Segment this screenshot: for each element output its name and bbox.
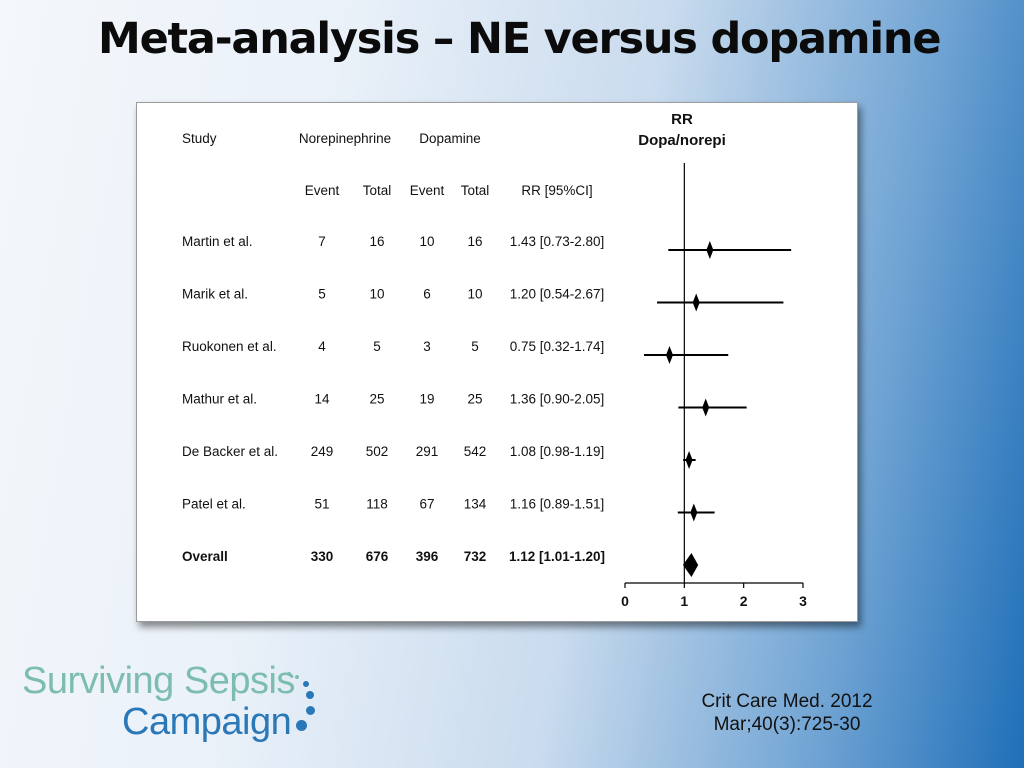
ne-event-count: 249 <box>311 444 334 459</box>
dopa-total-count: 134 <box>464 497 487 512</box>
rr-ci-value: 1.12 [1.01-1.20] <box>509 549 605 564</box>
dopa-total-count: 16 <box>467 234 482 249</box>
header-study: Study <box>182 131 217 146</box>
ne-event-count: 5 <box>318 287 326 302</box>
dopa-event-count: 6 <box>423 287 431 302</box>
header-dopamine: Dopamine <box>419 131 481 146</box>
point-estimate-marker <box>702 398 710 417</box>
forest-plot-figure: Study Norepinephrine Dopamine Event Tota… <box>136 102 858 622</box>
slide-title: Meta-analysis – NE versus dopamine <box>98 14 941 64</box>
point-estimate-marker <box>690 503 698 522</box>
study-name: Patel et al. <box>182 497 246 512</box>
ne-total-count: 676 <box>366 549 389 564</box>
dopa-total-count: 5 <box>471 339 479 354</box>
study-name: Mathur et al. <box>182 392 257 407</box>
ne-event-count: 51 <box>314 497 329 512</box>
study-name: Overall <box>182 549 228 564</box>
header-ne-total: Total <box>363 183 392 198</box>
ne-total-count: 118 <box>366 497 388 512</box>
point-estimate-marker <box>666 346 673 364</box>
rr-ci-value: 1.16 [0.89-1.51] <box>510 497 605 512</box>
rr-ci-value: 1.20 [0.54-2.67] <box>510 287 605 302</box>
ne-total-count: 502 <box>366 444 389 459</box>
point-estimate-marker <box>692 293 700 312</box>
x-tick-label: 2 <box>740 593 748 609</box>
point-estimate-marker <box>706 241 714 259</box>
logo-dot <box>303 681 309 687</box>
study-name: Marik et al. <box>182 287 248 302</box>
dopa-event-count: 67 <box>419 497 434 512</box>
header-dopa-total: Total <box>461 183 490 198</box>
ne-total-count: 16 <box>369 234 384 249</box>
dopa-total-count: 542 <box>464 444 487 459</box>
surviving-sepsis-logo: Surviving Sepsis Campaign <box>22 660 332 750</box>
ne-total-count: 10 <box>369 287 384 302</box>
study-name: Martin et al. <box>182 234 253 249</box>
dopa-event-count: 291 <box>416 444 439 459</box>
logo-dot <box>287 672 291 676</box>
dopa-total-count: 25 <box>467 392 482 407</box>
ne-event-count: 7 <box>318 234 326 249</box>
logo-text-line1: Surviving Sepsis <box>22 660 295 702</box>
overall-diamond <box>682 553 699 577</box>
header-norepinephrine: Norepinephrine <box>299 131 391 146</box>
dopa-event-count: 10 <box>419 234 434 249</box>
dopa-event-count: 19 <box>419 392 434 407</box>
ne-event-count: 4 <box>318 339 326 354</box>
ne-total-count: 5 <box>373 339 381 354</box>
rr-ci-value: 1.43 [0.73-2.80] <box>510 234 605 249</box>
rr-ci-value: 1.36 [0.90-2.05] <box>510 392 605 407</box>
rr-ci-value: 0.75 [0.32-1.74] <box>510 339 605 354</box>
study-name: Ruokonen et al. <box>182 339 277 354</box>
citation: Crit Care Med. 2012 Mar;40(3):725-30 <box>672 690 902 736</box>
point-estimate-marker <box>685 451 693 469</box>
ne-event-count: 330 <box>311 549 334 564</box>
logo-dot <box>296 720 307 731</box>
citation-volume: Mar;40(3):725-30 <box>713 714 861 735</box>
logo-text-line2: Campaign <box>122 701 292 743</box>
dopa-event-count: 396 <box>416 549 439 564</box>
citation-journal: Crit Care Med. 2012 <box>701 691 873 712</box>
plot-title-ratio: Dopa/norepi <box>638 132 726 149</box>
x-tick-label: 1 <box>680 593 688 609</box>
rr-ci-value: 1.08 [0.98-1.19] <box>510 444 605 459</box>
ne-total-count: 25 <box>369 392 384 407</box>
header-rr-ci: RR [95%CI] <box>521 183 592 198</box>
x-tick-label: 3 <box>799 593 807 609</box>
header-dopa-event: Event <box>410 183 445 198</box>
logo-dot <box>306 706 315 715</box>
dopa-total-count: 732 <box>464 549 487 564</box>
x-tick-label: 0 <box>621 593 629 609</box>
logo-dot <box>295 675 299 679</box>
header-ne-event: Event <box>305 183 340 198</box>
dopa-total-count: 10 <box>467 287 482 302</box>
plot-title-rr: RR <box>671 111 693 128</box>
forest-plot: Study Norepinephrine Dopamine Event Tota… <box>182 111 807 609</box>
ne-event-count: 14 <box>314 392 330 407</box>
logo-dot <box>306 691 314 699</box>
study-name: De Backer et al. <box>182 444 278 459</box>
dopa-event-count: 3 <box>423 339 431 354</box>
